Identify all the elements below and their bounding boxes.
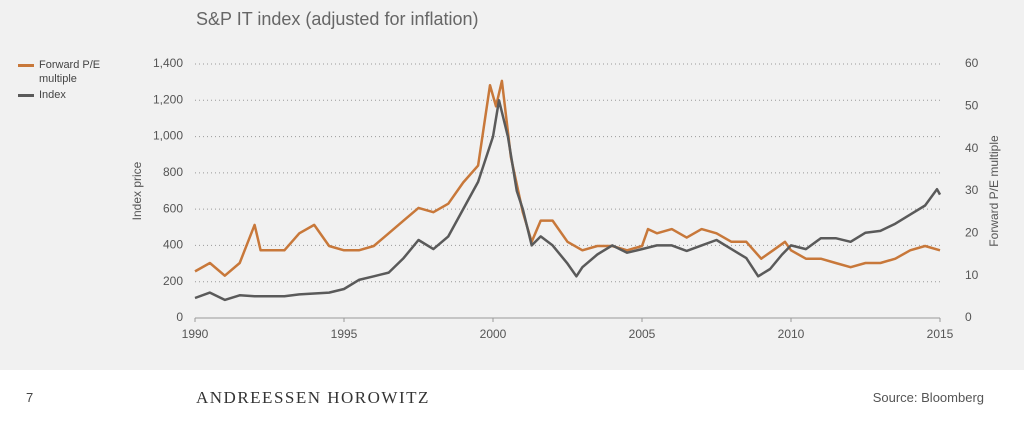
chart-background [0, 0, 1024, 370]
y-tick-label: 600 [163, 201, 183, 215]
x-tick-label: 2000 [480, 327, 507, 341]
x-tick-label: 2005 [629, 327, 656, 341]
y2-tick-label: 60 [965, 56, 979, 70]
x-tick-label: 1990 [182, 327, 209, 341]
legend-item: Forward P/E multiple [18, 58, 128, 86]
y2-tick-label: 10 [965, 268, 979, 282]
y-axis-label: Index price [130, 161, 144, 220]
y2-tick-label: 0 [965, 310, 972, 324]
y2-tick-label: 40 [965, 141, 979, 155]
source: Source: Bloomberg [872, 390, 984, 405]
y2-axis-label: Forward P/E multiple [987, 135, 1001, 247]
legend-label: Forward P/E multiple [39, 59, 101, 85]
legend: Forward P/E multiple Index [18, 58, 128, 104]
x-tick-label: 1995 [331, 327, 358, 341]
series-line [194, 99, 942, 302]
y2-tick-label: 20 [965, 226, 979, 240]
series-line [194, 79, 941, 277]
y-tick-label: 400 [163, 238, 183, 252]
x-tick-label: 2015 [927, 327, 954, 341]
chart-title: S&P IT index (adjusted for inflation) [196, 9, 479, 29]
legend-item: Index [18, 88, 128, 102]
y-tick-label: 1,400 [153, 56, 183, 70]
legend-swatch [18, 94, 34, 97]
legend-swatch [18, 64, 34, 67]
y-tick-label: 0 [176, 310, 183, 324]
y-tick-label: 800 [163, 165, 183, 179]
y-tick-label: 1,000 [153, 129, 183, 143]
page-number: 7 [26, 390, 34, 405]
y2-tick-label: 50 [965, 99, 979, 113]
brand: ANDREESSEN HOROWITZ [196, 388, 430, 407]
y-tick-label: 200 [163, 274, 183, 288]
legend-label: Index [39, 89, 66, 101]
x-tick-label: 2010 [778, 327, 805, 341]
y-tick-label: 1,200 [153, 92, 183, 106]
chart: S&P IT index (adjusted for inflation) In… [130, 9, 1001, 341]
y2-tick-label: 30 [965, 183, 979, 197]
